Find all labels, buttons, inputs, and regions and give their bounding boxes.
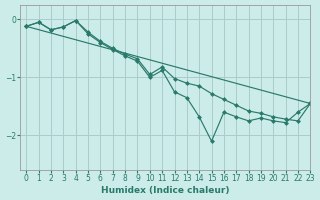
- X-axis label: Humidex (Indice chaleur): Humidex (Indice chaleur): [101, 186, 229, 195]
